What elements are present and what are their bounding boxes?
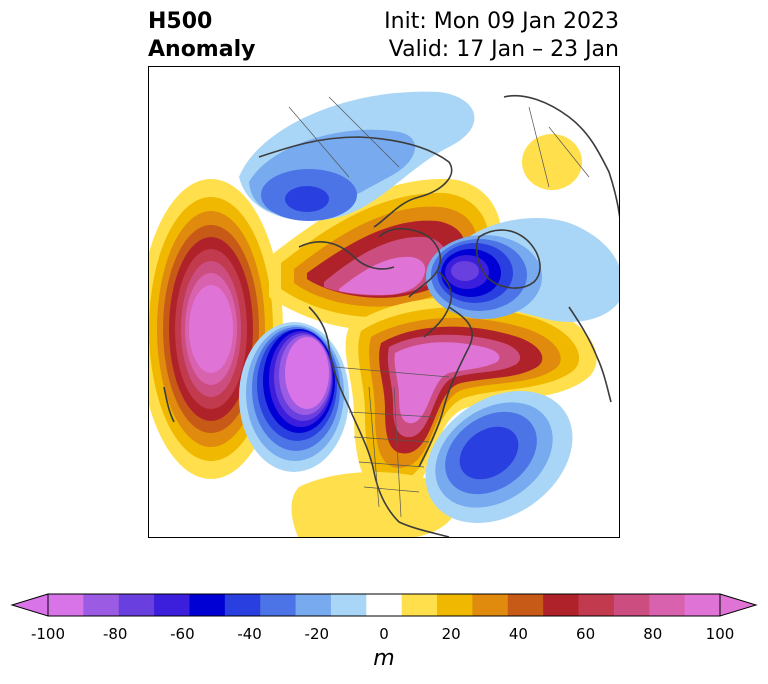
ridge-east-na: [345, 296, 597, 499]
colorbar-tick-label: -80: [102, 625, 128, 643]
border-us-canada: [333, 366, 450, 378]
colorbar-segment: [543, 594, 580, 616]
colorbar-tick-label: -60: [170, 625, 195, 643]
colorbar-tick-label: 60: [576, 625, 596, 643]
trough-west-na: [239, 322, 349, 472]
colorbar-segment: [649, 594, 686, 616]
coast-europe: [503, 94, 619, 218]
date-info: Init: Mon 09 Jan 2023 Valid: 17 Jan – 23…: [384, 8, 619, 64]
colorbar-tick-label: 40: [508, 625, 528, 643]
colorbar-segment: [401, 594, 438, 616]
coast-alaska: [298, 241, 395, 270]
political-borders: [288, 96, 590, 518]
init-date: Init: Mon 09 Jan 2023: [384, 9, 619, 34]
colorbar-extend-high: [719, 593, 758, 617]
colorbar-segment: [154, 594, 190, 616]
colorbar-tick-label: 80: [643, 625, 663, 643]
border-meridian-1: [368, 386, 380, 508]
border-europe-1: [528, 106, 550, 188]
coast-gulf: [398, 521, 450, 537]
colorbar-segment: [295, 594, 332, 616]
colorbar-segment: [507, 594, 544, 616]
colorbar-segment: [613, 594, 650, 616]
trough-siberia: [239, 91, 475, 221]
colorbar-extend-low: [10, 593, 49, 617]
map-panel: [148, 66, 620, 538]
colorbar-segment: [224, 594, 261, 616]
colorbar-segment: [48, 594, 84, 616]
coast-hawaii: [163, 386, 175, 423]
valid-range: Valid: 17 Jan – 23 Jan: [388, 37, 619, 62]
colorbar-segment: [83, 594, 120, 616]
coast-arctic-islands: [378, 227, 441, 298]
colorbar-tick-label: -20: [304, 625, 330, 643]
border-state-4: [363, 486, 420, 493]
trough-atlantic: [425, 390, 573, 524]
colorbar-segment: [260, 594, 297, 616]
title-line-2: Anomaly: [148, 37, 256, 62]
colorbar-segment: [472, 594, 509, 616]
border-state-2: [353, 436, 430, 443]
colorbar-segment: [189, 594, 226, 616]
colorbar-unit-label: m: [373, 646, 395, 671]
colorbar-segment: [330, 594, 367, 616]
colorbar-tick-label: 20: [441, 625, 461, 643]
ridge-arctic-band: [269, 178, 502, 330]
colorbar-tick-label: 100: [705, 625, 735, 643]
colorbar-segment: [118, 594, 155, 616]
border-meridian-2: [393, 386, 402, 518]
border-russia-2: [328, 96, 400, 168]
colorbar: [10, 593, 758, 617]
border-state-3: [358, 461, 425, 468]
colorbar-frame: [47, 593, 721, 617]
colorbar-tick-label: 0: [379, 625, 389, 643]
ridge-south: [291, 472, 457, 537]
coast-east-na: [418, 306, 473, 468]
border-europe-2: [548, 126, 590, 178]
border-state-1: [348, 411, 435, 418]
coast-siberia: [258, 136, 453, 228]
colorbar-segment: [578, 594, 615, 616]
trough-greenland: [426, 218, 619, 322]
anomaly-map: [149, 67, 619, 537]
map-title: H500 Anomaly: [148, 8, 255, 64]
ridge-europe: [522, 134, 582, 190]
colorbar-segment: [437, 594, 473, 616]
coast-greenland: [475, 229, 541, 289]
coast-africa: [568, 306, 612, 403]
border-russia-1: [288, 106, 350, 178]
colorbar-tick-label: -100: [30, 625, 66, 643]
colorbar-segment: [684, 594, 721, 616]
colorbar-tick-label: -40: [237, 625, 262, 643]
colorbar-segment: [366, 594, 403, 616]
title-line-1: H500: [148, 9, 213, 34]
coastlines: [163, 94, 619, 537]
